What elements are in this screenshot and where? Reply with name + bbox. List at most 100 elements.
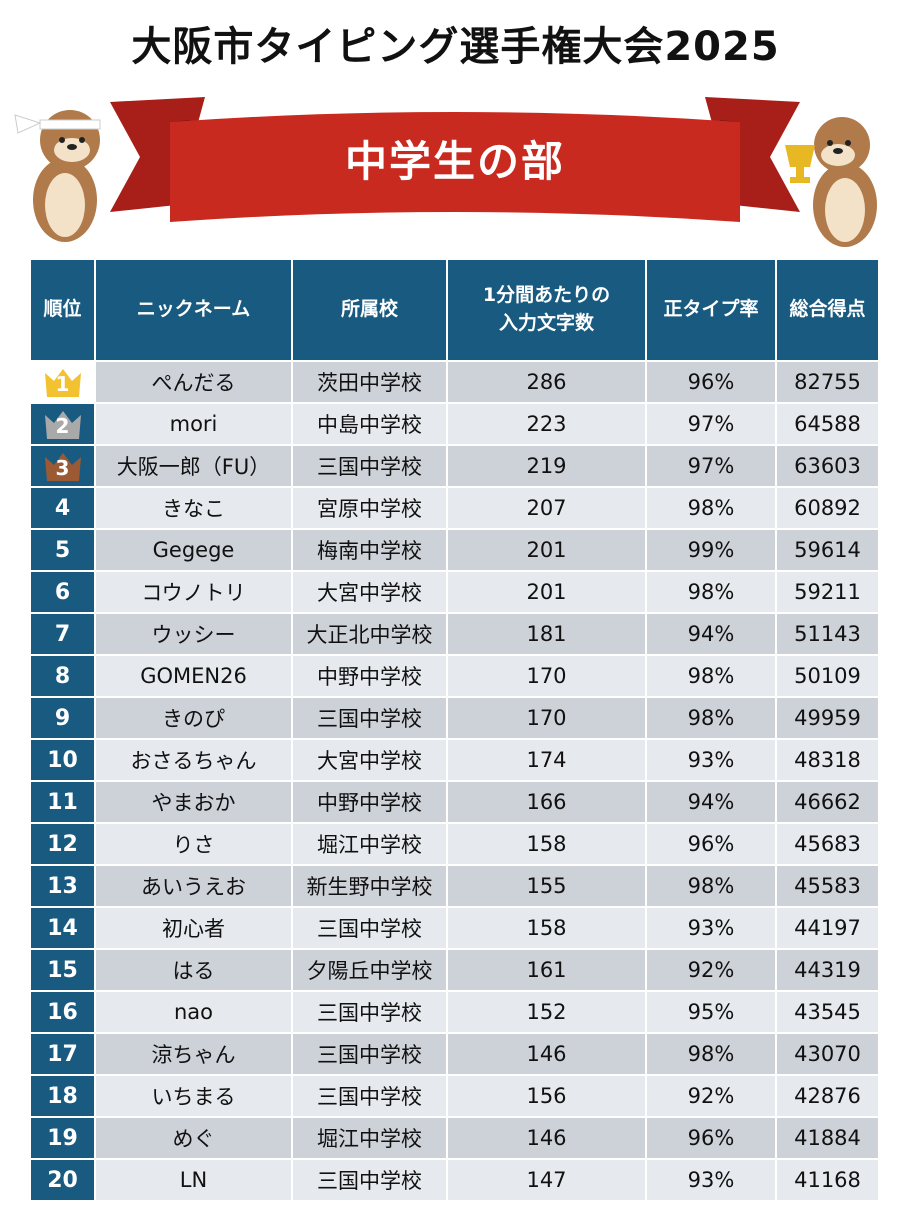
- name-cell: めぐ: [94, 1116, 293, 1160]
- cpm-cell: 155: [446, 864, 647, 908]
- rank-number: 2: [55, 414, 70, 438]
- name-cell: はる: [94, 948, 293, 992]
- rank-cell: 19: [29, 1116, 96, 1160]
- division-title: 中学生の部: [344, 137, 565, 186]
- cpm-cell: 161: [446, 948, 647, 992]
- accuracy-cell: 97%: [645, 444, 777, 488]
- rank-cell: 5: [29, 528, 96, 572]
- school-cell: 夕陽丘中学校: [291, 948, 448, 992]
- otter-trophy-icon: [785, 117, 877, 247]
- rank-cell: 16: [29, 990, 96, 1034]
- accuracy-cell: 93%: [645, 906, 777, 950]
- name-cell: GOMEN26: [94, 654, 293, 698]
- table-row: 9 きのぴ 三国中学校 170 98% 49959: [29, 696, 880, 740]
- name-cell: いちまる: [94, 1074, 293, 1118]
- rank-cell: 1: [29, 360, 96, 404]
- score-cell: 44319: [775, 948, 880, 992]
- cpm-cell: 219: [446, 444, 647, 488]
- table-row: 18 いちまる 三国中学校 156 92% 42876: [29, 1074, 880, 1118]
- school-cell: 堀江中学校: [291, 822, 448, 866]
- cpm-cell: 223: [446, 402, 647, 446]
- rank-number: 8: [54, 663, 71, 689]
- cpm-cell: 158: [446, 822, 647, 866]
- score-cell: 63603: [775, 444, 880, 488]
- accuracy-cell: 96%: [645, 360, 777, 404]
- school-cell: 三国中学校: [291, 906, 448, 950]
- rank-cell: 2: [29, 402, 96, 446]
- col-chars-per-minute: 1分間あたりの 入力文字数: [446, 258, 647, 362]
- school-cell: 新生野中学校: [291, 864, 448, 908]
- table-row: 12 りさ 堀江中学校 158 96% 45683: [29, 822, 880, 866]
- col-accuracy: 正タイプ率: [645, 258, 777, 362]
- rank-cell: 11: [29, 780, 96, 824]
- table-row: 19 めぐ 堀江中学校 146 96% 41884: [29, 1116, 880, 1160]
- rank-number: 5: [54, 537, 71, 563]
- rank-number: 17: [47, 1041, 78, 1067]
- table-row: 7 ウッシー 大正北中学校 181 94% 51143: [29, 612, 880, 656]
- accuracy-cell: 95%: [645, 990, 777, 1034]
- cpm-cell: 152: [446, 990, 647, 1034]
- rank-cell: 4: [29, 486, 96, 530]
- name-cell: ぺんだる: [94, 360, 293, 404]
- name-cell: 初心者: [94, 906, 293, 950]
- school-cell: 三国中学校: [291, 444, 448, 488]
- school-cell: 三国中学校: [291, 1158, 448, 1202]
- score-cell: 45583: [775, 864, 880, 908]
- table-header: 順位 ニックネーム 所属校 1分間あたりの 入力文字数 正タイプ率 総合得点: [29, 258, 880, 362]
- rank-number: 11: [47, 789, 78, 815]
- table-row: 17 涼ちゃん 三国中学校 146 98% 43070: [29, 1032, 880, 1076]
- table-row: 10 おさるちゃん 大宮中学校 174 93% 48318: [29, 738, 880, 782]
- cpm-cell: 170: [446, 654, 647, 698]
- table-row: 11 やまおか 中野中学校 166 94% 46662: [29, 780, 880, 824]
- name-cell: やまおか: [94, 780, 293, 824]
- rank-cell: 20: [29, 1158, 96, 1202]
- name-cell: おさるちゃん: [94, 738, 293, 782]
- table-row: 2 mori 中島中学校 223 97% 64588: [29, 402, 880, 446]
- school-cell: 三国中学校: [291, 696, 448, 740]
- school-cell: 三国中学校: [291, 990, 448, 1034]
- school-cell: 中島中学校: [291, 402, 448, 446]
- rank-number: 18: [47, 1083, 78, 1109]
- table-row: 3 大阪一郎（FU） 三国中学校 219 97% 63603: [29, 444, 880, 488]
- rank-cell: 18: [29, 1074, 96, 1118]
- table-row: 20 LN 三国中学校 147 93% 41168: [29, 1158, 880, 1202]
- score-cell: 48318: [775, 738, 880, 782]
- name-cell: 大阪一郎（FU）: [94, 444, 293, 488]
- cpm-cell: 158: [446, 906, 647, 950]
- page-title: 大阪市タイピング選手権大会2025: [131, 24, 780, 70]
- school-cell: 大宮中学校: [291, 738, 448, 782]
- ranking-table: 順位 ニックネーム 所属校 1分間あたりの 入力文字数 正タイプ率 総合得点 1…: [29, 258, 880, 1202]
- name-cell: nao: [94, 990, 293, 1034]
- crown-icon: 2: [42, 407, 84, 441]
- score-cell: 41884: [775, 1116, 880, 1160]
- school-cell: 大正北中学校: [291, 612, 448, 656]
- rank-number: 15: [47, 957, 78, 983]
- name-cell: 涼ちゃん: [94, 1032, 293, 1076]
- cpm-cell: 170: [446, 696, 647, 740]
- score-cell: 50109: [775, 654, 880, 698]
- ribbon-banner: [110, 97, 800, 222]
- rank-cell: 15: [29, 948, 96, 992]
- accuracy-cell: 97%: [645, 402, 777, 446]
- col-nickname: ニックネーム: [94, 258, 293, 362]
- cpm-cell: 286: [446, 360, 647, 404]
- cpm-cell: 201: [446, 570, 647, 614]
- school-cell: 宮原中学校: [291, 486, 448, 530]
- col-school: 所属校: [291, 258, 448, 362]
- score-cell: 45683: [775, 822, 880, 866]
- name-cell: ウッシー: [94, 612, 293, 656]
- cpm-cell: 166: [446, 780, 647, 824]
- otter-headband-icon: [14, 110, 101, 242]
- accuracy-cell: 98%: [645, 654, 777, 698]
- table-row: 14 初心者 三国中学校 158 93% 44197: [29, 906, 880, 950]
- school-cell: 三国中学校: [291, 1032, 448, 1076]
- score-cell: 82755: [775, 360, 880, 404]
- score-cell: 49959: [775, 696, 880, 740]
- school-cell: 堀江中学校: [291, 1116, 448, 1160]
- score-cell: 51143: [775, 612, 880, 656]
- name-cell: LN: [94, 1158, 293, 1202]
- rank-number: 14: [47, 915, 78, 941]
- rank-number: 6: [54, 579, 71, 605]
- score-cell: 59614: [775, 528, 880, 572]
- score-cell: 59211: [775, 570, 880, 614]
